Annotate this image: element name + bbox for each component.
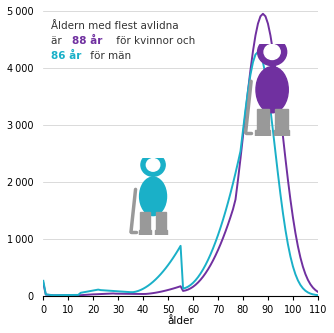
Bar [140,212,150,235]
Bar [255,131,270,136]
Ellipse shape [256,67,288,113]
Ellipse shape [146,159,160,171]
X-axis label: ålder: ålder [167,316,194,326]
Bar [275,131,289,136]
Text: för män: för män [87,51,131,61]
Ellipse shape [141,154,165,176]
Bar [275,109,288,136]
Text: 86 år: 86 år [51,51,81,61]
Ellipse shape [140,177,167,215]
Bar [156,212,166,235]
Ellipse shape [264,44,280,60]
Text: Åldern med flest avlidna: Åldern med flest avlidna [51,21,178,31]
Text: 88 år: 88 år [72,36,103,46]
Text: för kvinnor och: för kvinnor och [113,36,195,46]
Bar [155,230,167,235]
Bar [139,230,151,235]
Bar [257,109,269,136]
Text: är: är [51,36,65,46]
Ellipse shape [258,38,287,66]
